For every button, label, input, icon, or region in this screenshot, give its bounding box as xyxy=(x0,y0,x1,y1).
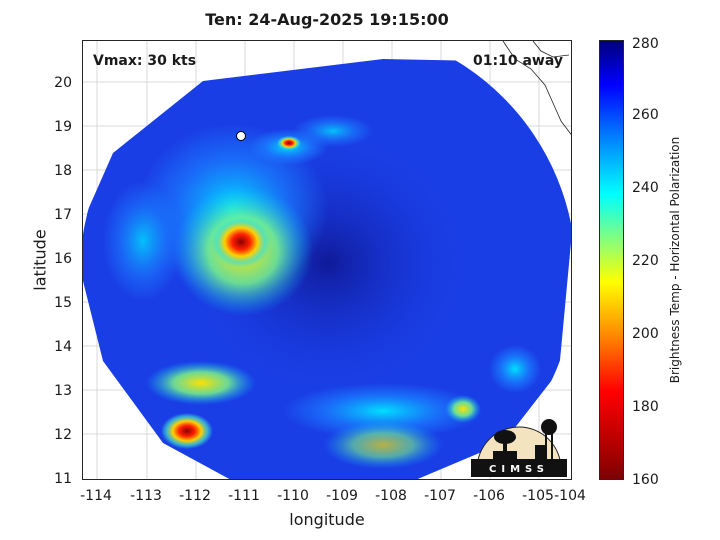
y-tick: 12 xyxy=(54,427,72,443)
island-marker xyxy=(236,131,246,141)
colorbar-label: Brightness Temp - Horizontal Polarizatio… xyxy=(668,136,682,384)
colorbar-tick: 160 xyxy=(632,472,659,488)
cimss-logo: CIMSS xyxy=(471,407,567,477)
colorbar xyxy=(599,40,624,480)
cimss-logo-text: CIMSS xyxy=(489,464,549,475)
microwave-swath-image xyxy=(83,41,571,479)
x-axis-label: longitude xyxy=(289,510,365,529)
x-tick: -114 xyxy=(80,488,112,504)
map-title: Ten: 24-Aug-2025 19:15:00 xyxy=(205,10,449,29)
x-tick: -109 xyxy=(326,488,358,504)
coastline xyxy=(502,41,571,135)
coastline xyxy=(532,41,570,58)
colorbar-tick: 220 xyxy=(632,253,659,269)
colorbar-tick: 180 xyxy=(632,399,659,415)
y-tick: 19 xyxy=(54,119,72,135)
map-plot-area[interactable]: Vmax: 30 kts 01:10 away CIMSS xyxy=(82,40,572,480)
x-tick: -112 xyxy=(179,488,211,504)
x-tick: -104 xyxy=(554,488,586,504)
y-tick: 13 xyxy=(54,383,72,399)
y-tick: 11 xyxy=(54,471,72,487)
x-tick: -106 xyxy=(473,488,505,504)
colorbar-tick: 280 xyxy=(632,36,659,52)
x-tick: -113 xyxy=(130,488,162,504)
y-tick: 18 xyxy=(54,163,72,179)
colorbar-tick: 240 xyxy=(632,180,659,196)
y-axis-label: latitude xyxy=(30,229,50,291)
y-tick: 14 xyxy=(54,339,72,355)
y-tick: 15 xyxy=(54,295,72,311)
y-tick: 17 xyxy=(54,207,72,223)
x-tick: -105 xyxy=(522,488,554,504)
colorbar-tick: 200 xyxy=(632,326,659,342)
time-away-label: 01:10 away xyxy=(473,53,563,69)
x-tick: -111 xyxy=(228,488,260,504)
y-tick: 16 xyxy=(54,251,72,267)
x-tick: -108 xyxy=(375,488,407,504)
vmax-label: Vmax: 30 kts xyxy=(93,53,197,69)
colorbar-tick: 260 xyxy=(632,107,659,123)
x-tick: -110 xyxy=(277,488,309,504)
y-tick: 20 xyxy=(54,75,72,91)
x-tick: -107 xyxy=(424,488,456,504)
